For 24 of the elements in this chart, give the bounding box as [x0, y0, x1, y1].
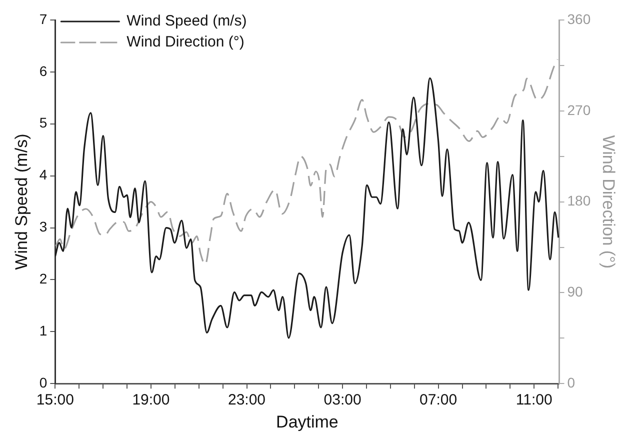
y-tick-label: 6: [39, 62, 48, 79]
y-tick-label: 3: [39, 218, 48, 235]
y-tick-label: 2: [39, 270, 48, 287]
y2-axis-title: Wind Direction (°): [599, 135, 618, 268]
x-axis-title: Daytime: [276, 412, 338, 432]
x-tick-label: 23:00: [228, 392, 266, 409]
legend-label: Wind Direction (°): [126, 34, 244, 51]
x-tick-label: 15:00: [36, 392, 74, 409]
y-tick-label: 1: [39, 322, 48, 339]
x-tick-label: 19:00: [132, 392, 170, 409]
y-axis-title: Wind Speed (m/s): [12, 134, 31, 270]
y-tick-label: 0: [39, 374, 48, 390]
x-tick-label: 11:00: [516, 392, 552, 409]
legend-label: Wind Speed (m/s): [126, 12, 247, 30]
x-tick-label: 07:00: [420, 392, 458, 409]
y-tick-label: 4: [39, 166, 48, 183]
y2-tick-label: 180: [567, 192, 591, 209]
y-tick-label: 5: [39, 114, 48, 131]
y2-tick-label: 90: [567, 284, 584, 300]
y2-tick-label: 270: [567, 102, 591, 118]
y-tick-label: 7: [39, 10, 48, 27]
x-tick-label: 03:00: [324, 392, 362, 409]
y2-tick-label: 360: [567, 10, 591, 27]
y2-tick-label: 0: [567, 374, 576, 390]
